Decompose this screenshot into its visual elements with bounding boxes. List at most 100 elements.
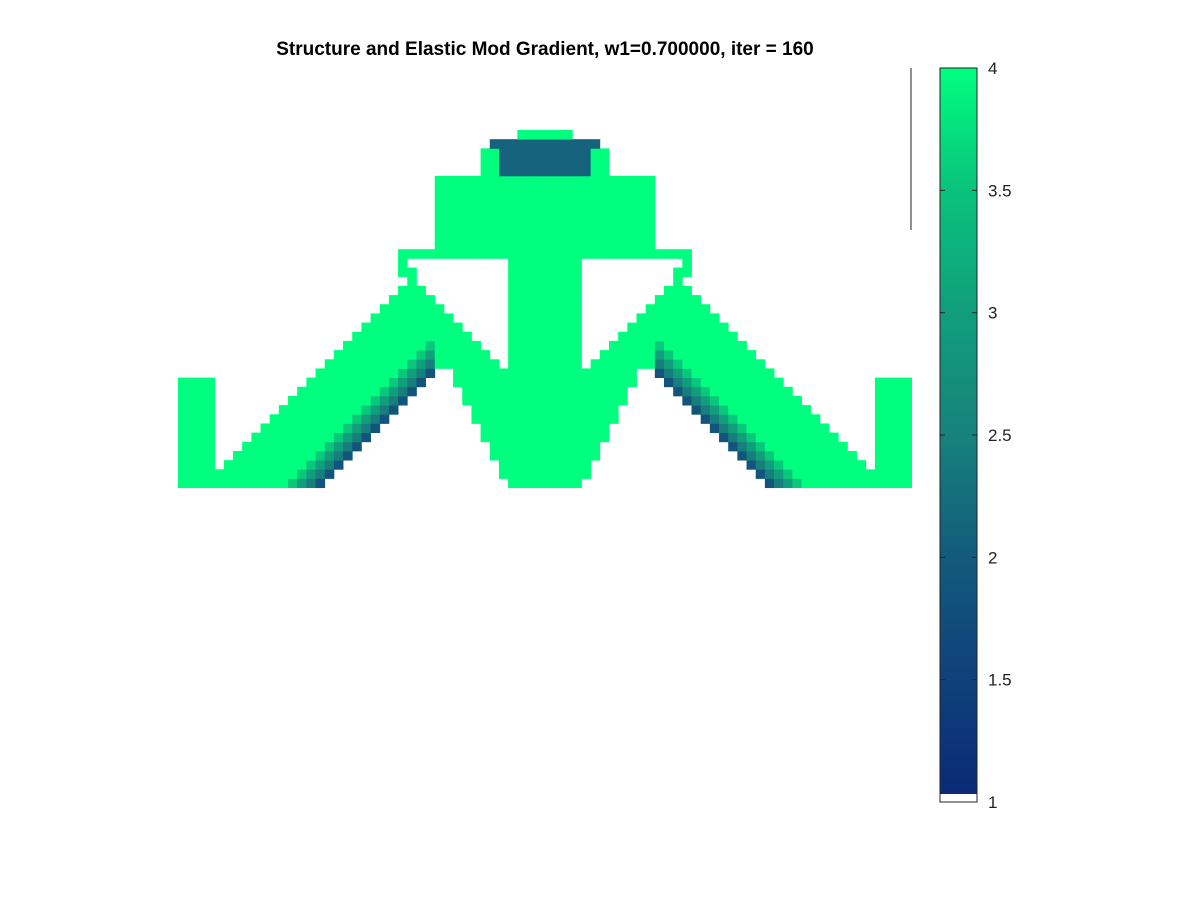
heatmap-cell xyxy=(884,386,894,397)
heatmap-cell xyxy=(343,386,353,397)
heatmap-cell xyxy=(774,460,784,470)
heatmap-cell xyxy=(370,405,381,415)
heatmap-cell xyxy=(535,148,546,158)
heatmap-cell xyxy=(526,130,537,140)
heatmap-cell xyxy=(700,350,711,360)
heatmap-cell xyxy=(205,469,216,479)
heatmap-cell xyxy=(572,340,582,351)
heatmap-cell xyxy=(544,331,555,342)
heatmap-cell xyxy=(416,295,426,305)
heatmap-cell xyxy=(819,478,830,489)
heatmap-cell xyxy=(636,331,647,342)
heatmap-cell xyxy=(352,359,362,369)
heatmap-cell xyxy=(498,395,509,406)
heatmap-cell xyxy=(462,249,472,259)
heatmap-cell xyxy=(508,423,518,434)
heatmap-cell xyxy=(664,249,674,259)
heatmap-cell xyxy=(553,359,564,369)
heatmap-cell xyxy=(233,450,243,461)
heatmap-cell xyxy=(783,441,793,452)
heatmap-cell xyxy=(719,386,729,397)
heatmap-cell xyxy=(746,450,757,461)
heatmap-cell xyxy=(746,460,757,470)
heatmap-cell xyxy=(673,368,683,379)
heatmap-cell xyxy=(544,249,555,259)
heatmap-cell xyxy=(856,469,867,479)
heatmap-cell xyxy=(728,432,738,443)
heatmap-cell xyxy=(370,395,381,406)
heatmap-cell xyxy=(489,450,500,461)
heatmap-cell xyxy=(590,368,601,379)
heatmap-cell xyxy=(599,405,610,415)
heatmap-cell xyxy=(563,469,573,479)
heatmap-cell xyxy=(553,350,564,360)
heatmap-cell xyxy=(343,359,353,369)
heatmap-cell xyxy=(187,405,197,415)
heatmap-cell xyxy=(352,423,362,434)
heatmap-cell xyxy=(764,469,775,479)
heatmap-cell xyxy=(480,395,491,406)
heatmap-cell xyxy=(370,322,381,333)
heatmap-cell xyxy=(774,450,784,461)
heatmap-cell xyxy=(324,414,335,424)
heatmap-cell xyxy=(352,340,362,351)
heatmap-cell xyxy=(572,267,582,278)
heatmap-cell xyxy=(719,322,729,333)
heatmap-cell xyxy=(792,460,802,470)
heatmap-cell xyxy=(664,285,674,296)
heatmap-cell xyxy=(407,276,417,287)
heatmap-cell xyxy=(599,368,610,379)
heatmap-cell xyxy=(884,469,894,479)
heatmap-cell xyxy=(581,368,592,379)
heatmap-cell xyxy=(407,285,417,296)
heatmap-cell xyxy=(902,414,912,424)
heatmap-cell xyxy=(508,368,518,379)
heatmap-cell xyxy=(489,203,500,213)
heatmap-cell xyxy=(544,157,555,168)
heatmap-cell xyxy=(306,377,316,388)
heatmap-cell xyxy=(627,240,637,250)
heatmap-cell xyxy=(453,194,463,204)
heatmap-cell xyxy=(434,212,445,223)
heatmap-cell xyxy=(544,478,555,489)
heatmap-cell xyxy=(425,313,436,323)
heatmap-cell xyxy=(407,267,417,278)
heatmap-cell xyxy=(608,414,619,424)
heatmap-cell xyxy=(526,166,537,177)
heatmap-cell xyxy=(856,478,867,489)
heatmap-cell xyxy=(453,350,463,360)
heatmap-cell xyxy=(636,203,647,213)
heatmap-cell xyxy=(553,423,564,434)
heatmap-cell xyxy=(297,432,307,443)
heatmap-cell xyxy=(388,340,399,351)
heatmap-cell xyxy=(728,386,738,397)
heatmap-cell xyxy=(517,285,527,296)
heatmap-cell xyxy=(673,285,683,296)
heatmap-cell xyxy=(682,331,692,342)
heatmap-cell xyxy=(728,395,738,406)
heatmap-cell xyxy=(893,377,903,388)
heatmap-cell xyxy=(746,432,757,443)
heatmap-cell xyxy=(636,240,647,250)
heatmap-cell xyxy=(774,432,784,443)
heatmap-cell xyxy=(645,240,656,250)
heatmap-cell xyxy=(517,304,527,314)
heatmap-cell xyxy=(553,386,564,397)
heatmap-cell xyxy=(709,423,720,434)
heatmap-cell xyxy=(893,386,903,397)
heatmap-cell xyxy=(407,331,417,342)
heatmap-cell xyxy=(508,359,518,369)
heatmap-cell xyxy=(709,340,720,351)
heatmap-cell xyxy=(352,405,362,415)
heatmap-cell xyxy=(315,478,326,489)
heatmap-cell xyxy=(590,249,601,259)
heatmap-cell xyxy=(434,304,445,314)
heatmap-cell xyxy=(553,450,564,461)
heatmap-cell xyxy=(572,285,582,296)
heatmap-cell xyxy=(407,322,417,333)
heatmap-cell xyxy=(572,405,582,415)
heatmap-cell xyxy=(893,414,903,424)
heatmap-cell xyxy=(480,368,491,379)
heatmap-cell xyxy=(700,340,711,351)
